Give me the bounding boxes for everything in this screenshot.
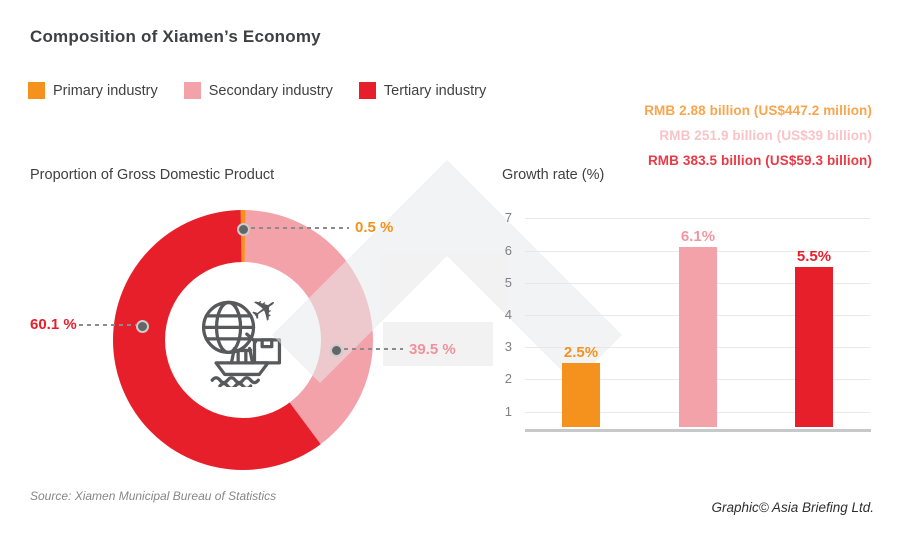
legend-item: Tertiary industry	[358, 82, 487, 99]
legend-label: Primary industry	[53, 82, 158, 99]
y-axis-tick-label: 7	[504, 210, 512, 225]
donut-slice-percentage: 0.5 %	[355, 219, 394, 236]
legend-swatch-icon	[358, 82, 376, 99]
growth-bar-secondary-industry	[679, 247, 717, 427]
callout-leader-line	[344, 348, 403, 350]
bar-chart-title: Growth rate (%)	[502, 167, 605, 183]
bar-value-label: 2.5%	[563, 344, 599, 361]
graphic-credit: Graphic© Asia Briefing Ltd.	[711, 500, 874, 515]
legend: Primary industry Secondary industry Tertia…	[28, 82, 486, 99]
y-axis-tick-label: 1	[504, 404, 512, 419]
bar-value-label: 6.1%	[680, 228, 716, 245]
legend-label: Tertiary industry	[383, 82, 487, 99]
trade-logistics-icon: ✈	[201, 287, 287, 387]
y-gridline	[525, 218, 870, 219]
callout-leader-line	[251, 227, 349, 229]
industry-value-lines: RMB 2.88 billion (US$447.2 million) RMB 2…	[644, 98, 872, 173]
growth-bar-primary-industry	[562, 363, 600, 427]
callout-dot	[236, 222, 250, 236]
legend-item: Secondary industry	[183, 82, 333, 99]
page-title: Composition of Xiamen’s Economy	[30, 27, 321, 46]
callout-leader-line	[79, 324, 136, 326]
legend-item: Primary industry	[28, 82, 158, 99]
y-axis-tick-label: 6	[504, 243, 512, 258]
legend-swatch-icon	[28, 82, 45, 99]
y-axis-tick-label: 2	[504, 371, 512, 386]
y-axis-tick-label: 5	[504, 275, 512, 290]
callout-dot	[135, 319, 149, 333]
industry-value-line: RMB 383.5 billion (US$59.3 billion)	[647, 153, 872, 168]
legend-label: Secondary industry	[208, 82, 333, 99]
source-note: Source: Xiamen Municipal Bureau of Stati…	[30, 489, 277, 503]
growth-bar-tertiary-industry	[795, 267, 833, 427]
donut-slice-percentage: 39.5 %	[409, 341, 456, 358]
donut-slice-percentage: 60.1 %	[30, 316, 77, 333]
bar-value-label: 5.5%	[796, 248, 832, 265]
y-axis-tick-label: 4	[504, 307, 512, 322]
x-axis-baseline	[525, 429, 871, 432]
legend-swatch-icon	[183, 82, 201, 99]
callout-dot	[329, 343, 343, 357]
donut-chart-title: Proportion of Gross Domestic Product	[30, 167, 275, 183]
industry-value-line: RMB 2.88 billion (US$447.2 million)	[644, 103, 872, 118]
y-axis-tick-label: 3	[504, 339, 512, 354]
industry-value-line: RMB 251.9 billion (US$39 billion)	[659, 128, 872, 143]
